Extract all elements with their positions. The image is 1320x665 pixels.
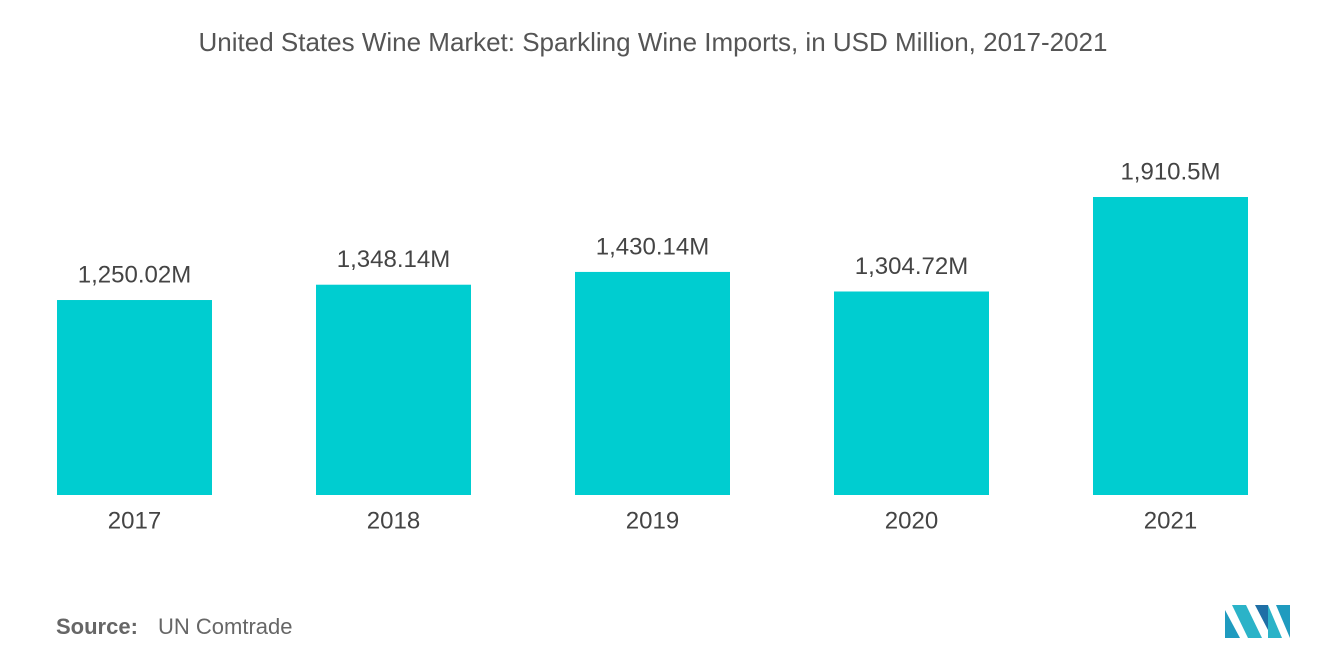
value-label: 1,250.02M (78, 261, 191, 288)
x-tick-label: 2017 (108, 507, 161, 534)
bar (834, 291, 989, 495)
logo (1225, 605, 1290, 638)
bar (575, 271, 730, 495)
value-label: 1,348.14M (337, 246, 450, 273)
value-label: 1,910.5M (1120, 158, 1220, 185)
source-label: Source: (56, 614, 138, 639)
bar (1093, 197, 1248, 495)
x-tick-label: 2018 (367, 507, 420, 534)
x-tick-label: 2021 (1144, 507, 1197, 534)
value-label: 1,304.72M (855, 253, 968, 280)
x-tick-label: 2019 (626, 507, 679, 534)
bar (316, 284, 471, 495)
bar (57, 300, 212, 495)
x-tick-label: 2020 (885, 507, 938, 534)
chart-title: United States Wine Market: Sparkling Win… (199, 27, 1108, 57)
source: UN Comtrade (158, 614, 292, 639)
value-label: 1,430.14M (596, 233, 709, 260)
